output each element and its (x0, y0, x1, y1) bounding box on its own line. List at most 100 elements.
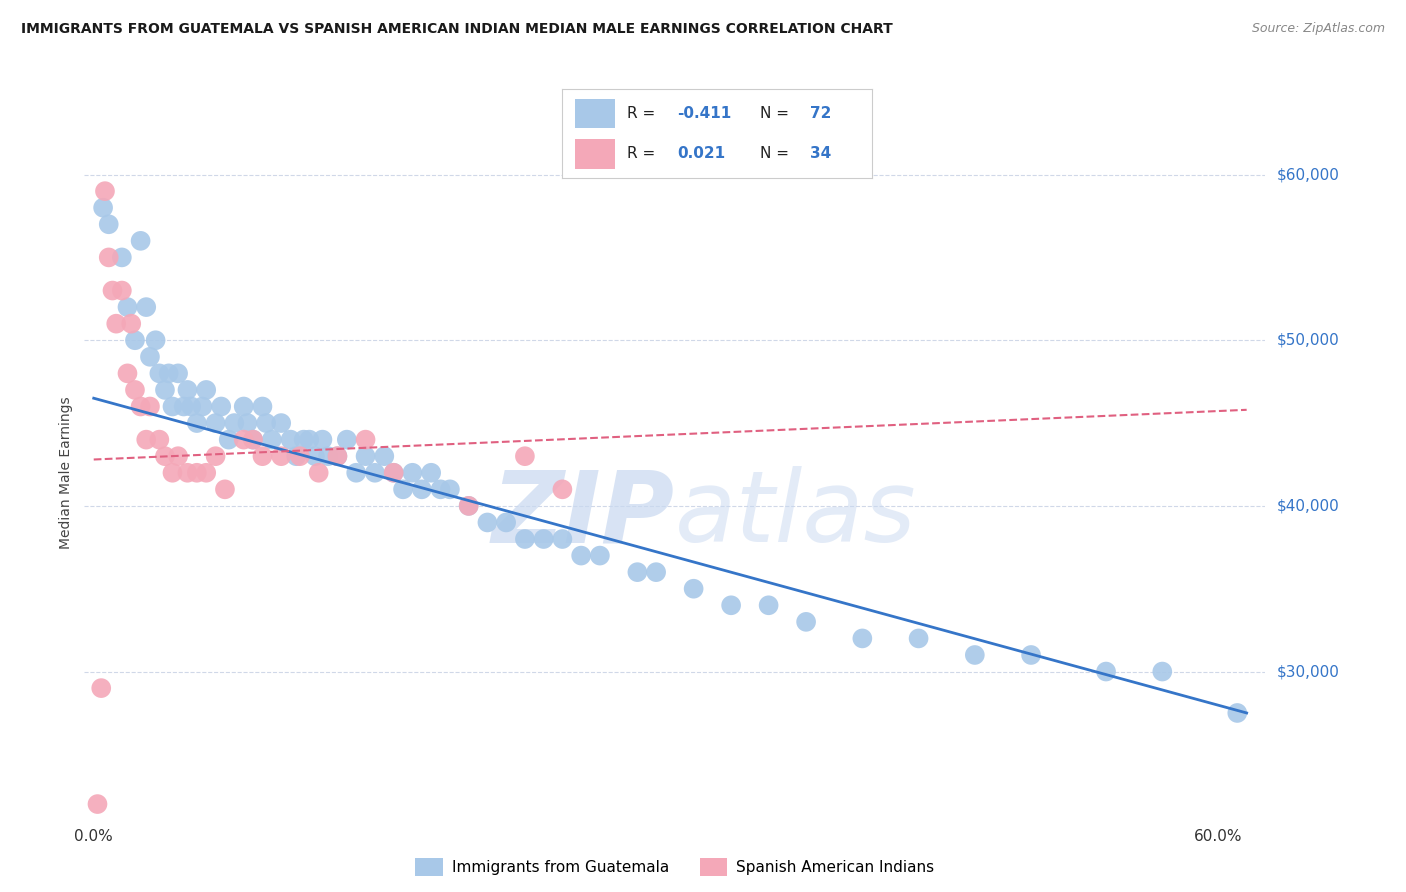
Point (117, 367, 139, 381)
Point (173, 400, 195, 414)
Point (120, 317, 142, 331)
Point (176, 466, 198, 480)
Point (1019, 648, 1042, 662)
Point (288, 449, 311, 463)
Point (195, 383, 218, 397)
Point (139, 400, 162, 414)
Point (218, 433, 240, 447)
Point (232, 400, 254, 414)
Point (145, 333, 167, 347)
Point (153, 383, 176, 397)
Point (242, 433, 264, 447)
Point (907, 632, 929, 646)
Point (457, 499, 479, 513)
Point (86, 797, 108, 811)
Text: 0.021: 0.021 (676, 146, 725, 161)
Point (260, 433, 283, 447)
Point (270, 416, 292, 430)
Point (429, 483, 451, 497)
Point (1226, 706, 1249, 720)
Point (392, 483, 415, 497)
Point (224, 416, 246, 430)
Point (308, 466, 330, 480)
Point (157, 367, 180, 381)
Point (252, 400, 274, 414)
Point (354, 449, 377, 463)
Point (209, 400, 232, 414)
Point (439, 483, 461, 497)
Point (270, 449, 292, 463)
Point (373, 449, 395, 463)
Point (336, 433, 359, 447)
Point (236, 416, 259, 430)
Text: N =: N = (761, 146, 794, 161)
Point (316, 449, 339, 463)
Point (1152, 665, 1174, 679)
Text: Source: ZipAtlas.com: Source: ZipAtlas.com (1251, 22, 1385, 36)
Point (551, 483, 574, 497)
Point (94, 184, 117, 198)
Text: $40,000: $40,000 (1277, 499, 1340, 514)
Point (186, 466, 208, 480)
Point (382, 466, 405, 480)
Text: N =: N = (761, 106, 794, 121)
Point (326, 449, 349, 463)
Point (232, 433, 254, 447)
Point (90, 681, 112, 695)
Point (311, 433, 333, 447)
Point (513, 449, 536, 463)
Y-axis label: Median Male Earnings: Median Male Earnings (59, 396, 73, 549)
Point (758, 599, 780, 613)
Text: $50,000: $50,000 (1277, 333, 1340, 348)
Point (280, 433, 302, 447)
Point (457, 499, 479, 513)
Point (129, 234, 152, 248)
Point (148, 367, 170, 381)
FancyBboxPatch shape (575, 99, 614, 128)
Point (135, 300, 157, 314)
Point (513, 532, 536, 546)
Point (292, 433, 315, 447)
Point (242, 433, 264, 447)
Point (195, 466, 218, 480)
Point (794, 615, 817, 629)
Point (285, 449, 308, 463)
Point (167, 449, 190, 463)
Point (720, 599, 742, 613)
Text: -0.411: -0.411 (676, 106, 731, 121)
Point (589, 549, 612, 563)
Point (129, 400, 152, 414)
Point (1095, 665, 1118, 679)
Point (364, 466, 387, 480)
Point (135, 433, 157, 447)
Point (111, 251, 134, 265)
Point (254, 416, 277, 430)
Point (963, 648, 986, 662)
Point (551, 532, 574, 546)
Point (97, 217, 120, 231)
Point (569, 549, 592, 563)
Point (401, 466, 423, 480)
Text: R =: R = (627, 106, 661, 121)
Point (176, 383, 198, 397)
Point (105, 317, 128, 331)
Point (111, 284, 134, 298)
Point (148, 433, 170, 447)
Point (344, 466, 367, 480)
Point (204, 449, 226, 463)
FancyBboxPatch shape (575, 139, 614, 169)
Text: ZIP: ZIP (492, 466, 675, 563)
Point (162, 400, 184, 414)
Text: 34: 34 (810, 146, 831, 161)
Point (420, 466, 443, 480)
Point (645, 565, 668, 579)
Point (153, 449, 176, 463)
Point (411, 483, 433, 497)
Point (851, 632, 873, 646)
Point (298, 433, 321, 447)
Point (101, 284, 124, 298)
Text: IMMIGRANTS FROM GUATEMALA VS SPANISH AMERICAN INDIAN MEDIAN MALE EARNINGS CORREL: IMMIGRANTS FROM GUATEMALA VS SPANISH AME… (21, 22, 893, 37)
Point (124, 383, 146, 397)
Point (626, 565, 648, 579)
Point (214, 483, 236, 497)
